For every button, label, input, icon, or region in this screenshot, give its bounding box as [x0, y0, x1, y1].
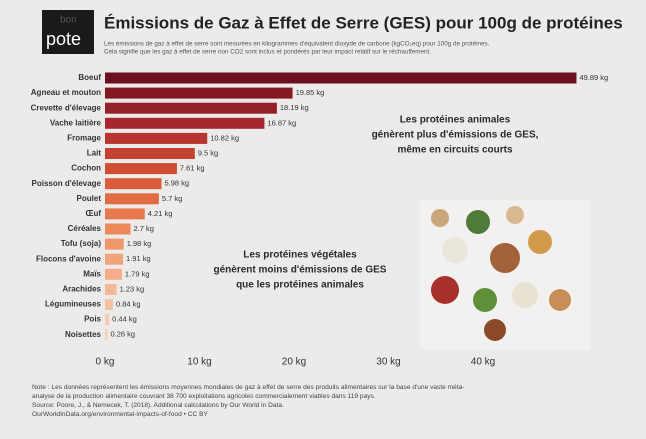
note: analyse de la production alimentaire cou…	[32, 393, 376, 400]
category-label: Légumineuses	[45, 300, 102, 309]
category-label: Lait	[87, 149, 102, 158]
annotation: même en circuits courts	[397, 145, 512, 156]
value-label: 9.5 kg	[198, 148, 218, 157]
logo-small: bon	[60, 15, 77, 26]
chart: bon pote Émissions de Gaz à Effet de Ser…	[0, 0, 646, 439]
value-label: 1.91 kg	[126, 254, 151, 263]
value-label: 1.79 kg	[125, 269, 150, 278]
value-label: 0.26 kg	[110, 330, 135, 339]
category-label: Crevette d'élevage	[31, 103, 102, 112]
category-label: Poisson d'élevage	[32, 179, 102, 188]
bar	[105, 314, 109, 325]
note: OurWorldInData.org/environmental-impacts…	[32, 411, 208, 418]
category-label: Céréales	[68, 224, 102, 233]
value-label: 5.7 kg	[162, 194, 182, 203]
annotation: génèrent moins d'émissions de GES	[214, 265, 387, 276]
bowl	[490, 243, 520, 273]
annotation: Les protéines végétales	[243, 250, 357, 261]
category-label: Flocons d'avoine	[36, 254, 102, 263]
bowl	[473, 288, 497, 312]
value-label: 16.87 kg	[267, 118, 296, 127]
bar	[105, 148, 195, 159]
bar	[105, 178, 162, 189]
chart-title: Émissions de Gaz à Effet de Serre (GES) …	[104, 13, 623, 32]
value-label: 18.19 kg	[280, 103, 309, 112]
bar	[105, 208, 145, 219]
category-label: Tofu (soja)	[61, 239, 102, 248]
bar	[105, 269, 122, 280]
food-image	[420, 200, 590, 350]
bar	[105, 239, 124, 250]
value-label: 19.85 kg	[296, 88, 325, 97]
value-label: 4.21 kg	[148, 209, 173, 218]
bowl	[431, 276, 459, 304]
annotation: Les protéines animales	[400, 115, 511, 126]
bar	[105, 88, 293, 99]
bar	[105, 254, 123, 265]
bowl	[466, 210, 490, 234]
category-label: Vache laitière	[50, 118, 102, 127]
bar	[105, 193, 159, 204]
bar	[105, 284, 117, 295]
category-label: Agneau et mouton	[31, 88, 101, 97]
value-label: 2.7 kg	[134, 224, 154, 233]
value-label: 0.44 kg	[112, 315, 137, 324]
bar	[105, 73, 576, 84]
bar	[105, 329, 107, 340]
bowl	[506, 206, 524, 224]
value-label: 7.61 kg	[180, 164, 205, 173]
value-label: 5.98 kg	[165, 179, 190, 188]
bowl	[431, 209, 449, 227]
bar	[105, 163, 177, 174]
category-label: Arachides	[62, 285, 101, 294]
bar	[105, 103, 277, 114]
category-label: Maïs	[83, 269, 101, 278]
note: Note : Les données représentent les émis…	[32, 384, 465, 391]
x-tick-label: 30 kg	[376, 357, 400, 368]
category-label: Pois	[84, 315, 101, 324]
bar	[105, 224, 131, 235]
bowl	[484, 319, 506, 341]
x-tick-label: 20 kg	[282, 357, 306, 368]
category-label: Poulet	[77, 194, 102, 203]
note: Source: Poore, J., & Nemecek, T. (2018).…	[32, 402, 284, 409]
value-label: 1.98 kg	[127, 239, 152, 248]
bowl	[442, 237, 468, 263]
annotation: génèrent plus d'émissions de GES,	[372, 130, 539, 141]
category-label: Boeuf	[78, 73, 101, 82]
category-label: Œuf	[85, 209, 101, 218]
category-label: Noisettes	[65, 330, 102, 339]
subtitle: Cela signifie que les gaz à effet de ser…	[104, 49, 431, 56]
bar	[105, 133, 207, 144]
value-label: 10.82 kg	[210, 133, 239, 142]
bowl	[528, 230, 552, 254]
value-label: 49.89 kg	[579, 73, 608, 82]
subtitle: Les émissions de gaz à effet de serre so…	[104, 41, 490, 48]
x-tick-label: 0 kg	[96, 357, 115, 368]
value-label: 1.23 kg	[120, 284, 145, 293]
bowl	[512, 282, 538, 308]
bowl	[549, 289, 571, 311]
bar	[105, 118, 264, 129]
category-label: Fromage	[67, 134, 101, 143]
bar	[105, 299, 113, 310]
x-tick-label: 10 kg	[187, 357, 211, 368]
annotation: que les protéines animales	[236, 280, 364, 291]
logo-large: pote	[46, 29, 81, 49]
category-label: Cochon	[71, 164, 101, 173]
value-label: 0.84 kg	[116, 299, 141, 308]
x-tick-label: 40 kg	[471, 357, 495, 368]
